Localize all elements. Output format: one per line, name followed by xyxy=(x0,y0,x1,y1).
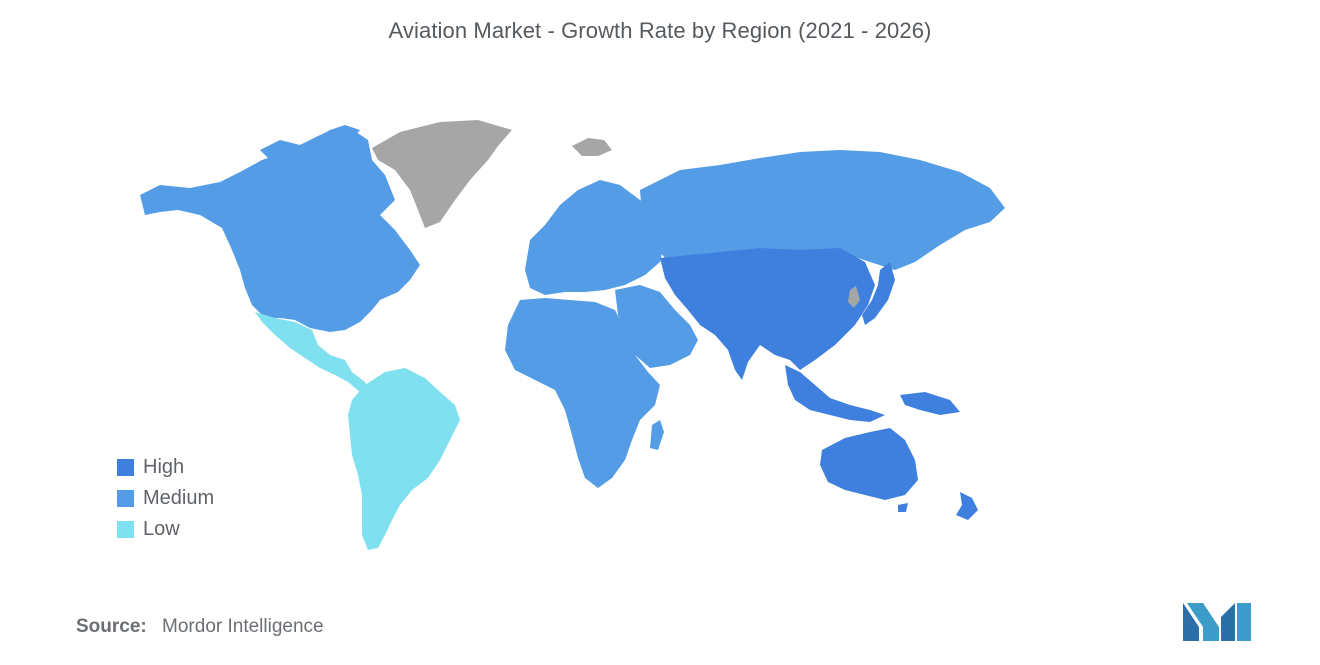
region-middle-east xyxy=(615,285,698,368)
region-svalbard xyxy=(572,138,612,156)
region-new-guinea xyxy=(900,392,960,415)
region-madagascar xyxy=(650,420,664,450)
region-mexico-central-america xyxy=(255,312,370,392)
region-russia xyxy=(640,150,1005,270)
region-new-zealand xyxy=(956,492,978,520)
region-greenland xyxy=(372,120,512,228)
region-europe xyxy=(525,180,665,295)
legend-label-low: Low xyxy=(143,518,180,540)
legend-swatch-low xyxy=(117,521,134,538)
legend-item-medium: Medium xyxy=(117,483,214,514)
region-southeast-asia xyxy=(785,365,885,422)
legend-label-high: High xyxy=(143,456,185,478)
region-asia xyxy=(660,248,875,380)
chart-title: Aviation Market - Growth Rate by Region … xyxy=(388,18,932,43)
legend-label-medium: Medium xyxy=(143,487,215,509)
mordor-intelligence-logo xyxy=(1183,603,1251,641)
region-tasmania xyxy=(898,503,908,512)
region-japan xyxy=(862,262,895,325)
region-south-america xyxy=(348,368,460,550)
region-canada-islands xyxy=(260,125,360,160)
source-label: Source: xyxy=(76,616,147,637)
legend-swatch-high xyxy=(117,459,134,476)
region-africa xyxy=(505,298,660,488)
source-credit: Source: Mordor Intelligence xyxy=(76,616,324,638)
region-korea xyxy=(848,286,860,308)
legend-item-high: High xyxy=(117,452,214,483)
legend-item-low: Low xyxy=(117,514,214,545)
region-australia xyxy=(820,428,918,500)
region-north-america xyxy=(140,128,420,332)
map-legend: High Medium Low xyxy=(117,452,214,545)
legend-swatch-medium xyxy=(117,490,134,507)
source-value: Mordor Intelligence xyxy=(162,616,324,637)
